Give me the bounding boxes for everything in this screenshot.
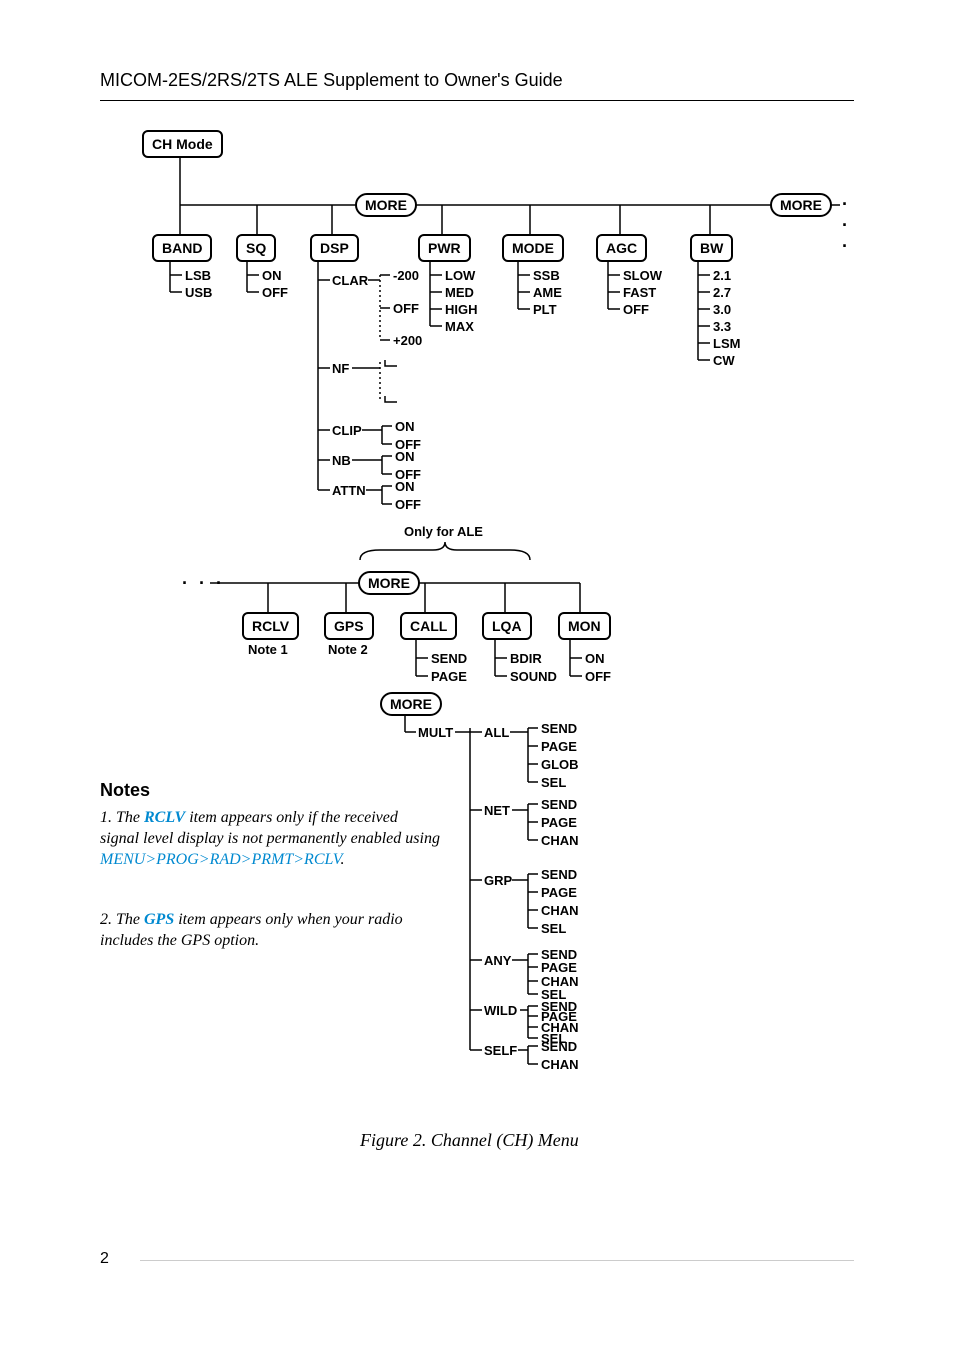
clar-label: CLAR: [332, 273, 368, 288]
note1-rclv: RCLV: [144, 809, 185, 826]
note2-gps: GPS: [144, 911, 174, 928]
more-oval-4: MORE: [380, 692, 442, 716]
sq-off-label: OFF: [262, 285, 288, 300]
header-rule: [100, 100, 854, 101]
clar-p200: +200: [393, 333, 422, 348]
grp-chan: CHAN: [541, 903, 579, 918]
call-box: CALL: [400, 612, 457, 640]
pwr-box: PWR: [418, 234, 471, 262]
rclv-box: RCLV: [242, 612, 299, 640]
note1-path: MENU>PROG>RAD>PRMT>RCLV: [100, 851, 341, 868]
all-page: PAGE: [541, 739, 577, 754]
attn-off: OFF: [395, 497, 421, 512]
lqa-bdir: BDIR: [510, 651, 542, 666]
note1-c: .: [341, 851, 345, 868]
bw-box: BW: [690, 234, 733, 262]
call-page: PAGE: [431, 669, 467, 684]
net-chan: CHAN: [541, 833, 579, 848]
clar-off: OFF: [393, 301, 419, 316]
notes-title: Notes: [100, 780, 150, 801]
any-label: ANY: [484, 953, 511, 968]
pwr-med: MED: [445, 285, 474, 300]
agc-slow: SLOW: [623, 268, 662, 283]
all-sel: SEL: [541, 775, 566, 790]
gps-box: GPS: [324, 612, 374, 640]
figure-caption: Figure 2. Channel (CH) Menu: [360, 1130, 579, 1151]
nb-label: NB: [332, 453, 351, 468]
mon-off: OFF: [585, 669, 611, 684]
pwr-max: MAX: [445, 319, 474, 334]
note2-a: 2. The: [100, 911, 144, 928]
wild-label: WILD: [484, 1003, 517, 1018]
mode-plt: PLT: [533, 302, 557, 317]
all-send: SEND: [541, 721, 577, 736]
clip-on: ON: [395, 419, 415, 434]
lqa-sound: SOUND: [510, 669, 557, 684]
pwr-high: HIGH: [445, 302, 478, 317]
sq-on-label: ON: [262, 268, 282, 283]
bw-33: 3.3: [713, 319, 731, 334]
mode-box: MODE: [502, 234, 564, 262]
note1-label: Note 1: [248, 642, 288, 657]
page-number: 2: [100, 1250, 109, 1268]
all-label: ALL: [484, 725, 509, 740]
nf-label: NF: [332, 361, 349, 376]
mon-box: MON: [558, 612, 611, 640]
grp-label: GRP: [484, 873, 512, 888]
lsb-label: LSB: [185, 268, 211, 283]
note-2-text: 2. The GPS item appears only when your r…: [100, 910, 440, 952]
nb-on: ON: [395, 449, 415, 464]
tree-connectors: [100, 130, 854, 1180]
note-1-text: 1. The RCLV item appears only if the rec…: [100, 808, 440, 870]
bw-27: 2.7: [713, 285, 731, 300]
note1-a: 1. The: [100, 809, 144, 826]
self-chan: CHAN: [541, 1057, 579, 1072]
sq-box: SQ: [236, 234, 276, 262]
attn-on: ON: [395, 479, 415, 494]
net-send: SEND: [541, 797, 577, 812]
ch-mode-box: CH Mode: [142, 130, 223, 158]
lqa-box: LQA: [482, 612, 532, 640]
mon-on: ON: [585, 651, 605, 666]
agc-box: AGC: [596, 234, 647, 262]
call-send: SEND: [431, 651, 467, 666]
attn-label: ATTN: [332, 483, 366, 498]
pwr-low: LOW: [445, 268, 475, 283]
more-oval-1: MORE: [355, 193, 417, 217]
grp-sel: SEL: [541, 921, 566, 936]
clar-n200: -200: [393, 268, 419, 283]
self-send: SEND: [541, 1039, 577, 1054]
all-glob: GLOB: [541, 757, 579, 772]
ellipsis-right: · · ·: [842, 194, 854, 257]
bw-lsm: LSM: [713, 336, 740, 351]
dsp-box: DSP: [310, 234, 359, 262]
bw-30: 3.0: [713, 302, 731, 317]
bw-cw: CW: [713, 353, 735, 368]
grp-page: PAGE: [541, 885, 577, 900]
more-oval-2: MORE: [770, 193, 832, 217]
band-box: BAND: [152, 234, 212, 262]
only-for-ale-label: Only for ALE: [404, 524, 483, 539]
any-page: PAGE: [541, 960, 577, 975]
usb-label: USB: [185, 285, 212, 300]
mode-ame: AME: [533, 285, 562, 300]
net-label: NET: [484, 803, 510, 818]
mult-label: MULT: [418, 725, 453, 740]
grp-send: SEND: [541, 867, 577, 882]
mode-ssb: SSB: [533, 268, 560, 283]
agc-fast: FAST: [623, 285, 656, 300]
net-page: PAGE: [541, 815, 577, 830]
agc-off: OFF: [623, 302, 649, 317]
ellipsis-left: · · ·: [182, 573, 225, 594]
footer-rule: [140, 1260, 854, 1261]
more-oval-3: MORE: [358, 571, 420, 595]
clip-label: CLIP: [332, 423, 362, 438]
note2-label: Note 2: [328, 642, 368, 657]
menu-tree-diagram: CH Mode MORE MORE · · · BAND SQ DSP PWR …: [100, 130, 854, 1180]
bw-21: 2.1: [713, 268, 731, 283]
self-label: SELF: [484, 1043, 517, 1058]
page-header: MICOM-2ES/2RS/2TS ALE Supplement to Owne…: [100, 70, 563, 91]
